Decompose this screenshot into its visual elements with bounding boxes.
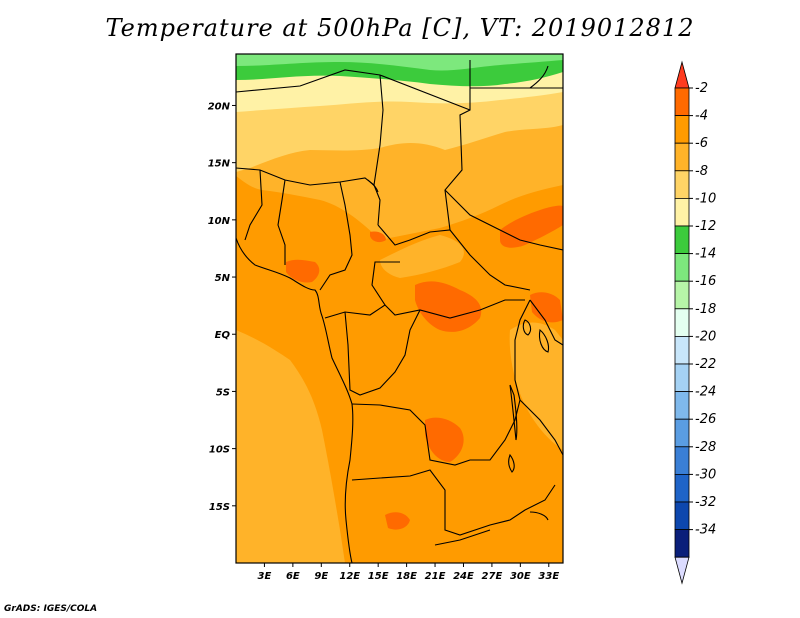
map-frame [235, 53, 564, 564]
lon-tick-label: 15E [368, 571, 389, 582]
colorbar-label: -16 [695, 274, 716, 289]
colorbar-segment [674, 446, 690, 475]
colorbar-label: -14 [695, 247, 716, 262]
map-axes: 20N 15N 10N 5N EQ 5S 10S 15S 3E 6E 9E 12E 15E 18E 21E 2… [208, 101, 560, 582]
colorbar-segment [674, 170, 690, 199]
colorbar-segment [674, 253, 690, 282]
colorbar-label: -6 [695, 136, 708, 151]
lon-tick-label: 21E [425, 571, 446, 582]
colorbar-segment [674, 473, 690, 503]
colorbar-segment [674, 529, 690, 558]
colorbar-segment [674, 225, 690, 255]
temperature-field [236, 54, 563, 563]
colorbar-label: -10 [695, 191, 716, 206]
lat-tick-label: 15S [209, 502, 230, 513]
colorbar-label: -34 [695, 523, 716, 538]
lon-tick-label: 12E [339, 571, 360, 582]
colorbar-label: -4 [695, 109, 708, 124]
field-central-patch [380, 235, 464, 278]
colorbar-segment [674, 501, 690, 531]
lon-tick-label: 27E [482, 571, 503, 582]
lat-tick-label: 10S [209, 445, 230, 456]
lat-tick-label: 5N [215, 273, 231, 284]
lon-tick-label: 33E [538, 571, 559, 582]
colorbar-segment [674, 197, 690, 227]
warm-patch-3 [500, 205, 563, 248]
colorbar-label: -12 [695, 219, 716, 234]
colorbar-segment [674, 87, 690, 117]
warm-patch-7 [370, 231, 386, 243]
colorbar-segment [674, 280, 690, 310]
colorbar-segment [674, 115, 690, 144]
lat-tick-label: 15N [208, 159, 231, 170]
colorbar-segment [674, 391, 690, 420]
colorbar-top-arrow [674, 60, 690, 89]
lon-tick-label: 18E [396, 571, 417, 582]
field-east-patch [509, 322, 563, 450]
lat-tick-label: EQ [215, 330, 231, 341]
warm-patch-1 [286, 259, 320, 283]
colorbar-segment [674, 142, 690, 172]
field-band-minus14 [236, 54, 563, 71]
map-title: Temperature at 500hPa [C], VT: 201901281… [105, 14, 695, 42]
colorbar-label: -30 [695, 467, 716, 482]
colorbar-label: -18 [695, 302, 716, 317]
country-borders [236, 60, 563, 563]
colorbar-segment [674, 418, 690, 448]
colorbar-bottom-arrow [674, 556, 690, 585]
colorbar-segment [674, 308, 690, 337]
lon-tick-label: 6E [286, 571, 300, 582]
colorbar-label: -28 [695, 440, 716, 455]
warm-patch-6 [530, 292, 563, 323]
lon-tick-label: 24E [453, 571, 474, 582]
lat-tick-label: 10N [208, 216, 231, 227]
warm-patch-4 [425, 417, 464, 462]
colorbar-label: -24 [695, 385, 716, 400]
lon-tick-label: 3E [258, 571, 272, 582]
lon-tick-label: 9E [314, 571, 328, 582]
colorbar-label: -22 [695, 357, 716, 372]
colorbar-label: -26 [695, 412, 716, 427]
warm-patch-5 [385, 512, 410, 530]
colorbar-label: -20 [695, 329, 716, 344]
colorbar-label: -32 [695, 495, 716, 510]
lon-tick-label: 30E [510, 571, 531, 582]
colorbar: -2 -4 -6 -8 -10 -12 -14 -16 -18 -20 -22 -24 -26 -28 -3… [674, 60, 716, 585]
colorbar-label: -2 [695, 81, 708, 96]
lat-tick-label: 5S [216, 387, 230, 398]
colorbar-segment [674, 335, 690, 365]
field-sw-band [236, 330, 345, 563]
lat-tick-label: 20N [208, 101, 231, 112]
colorbar-segment [674, 363, 690, 393]
warm-patch-2 [415, 281, 482, 332]
colorbar-label: -8 [695, 164, 708, 179]
grads-credit: GrADS: IGES/COLA [4, 604, 98, 614]
